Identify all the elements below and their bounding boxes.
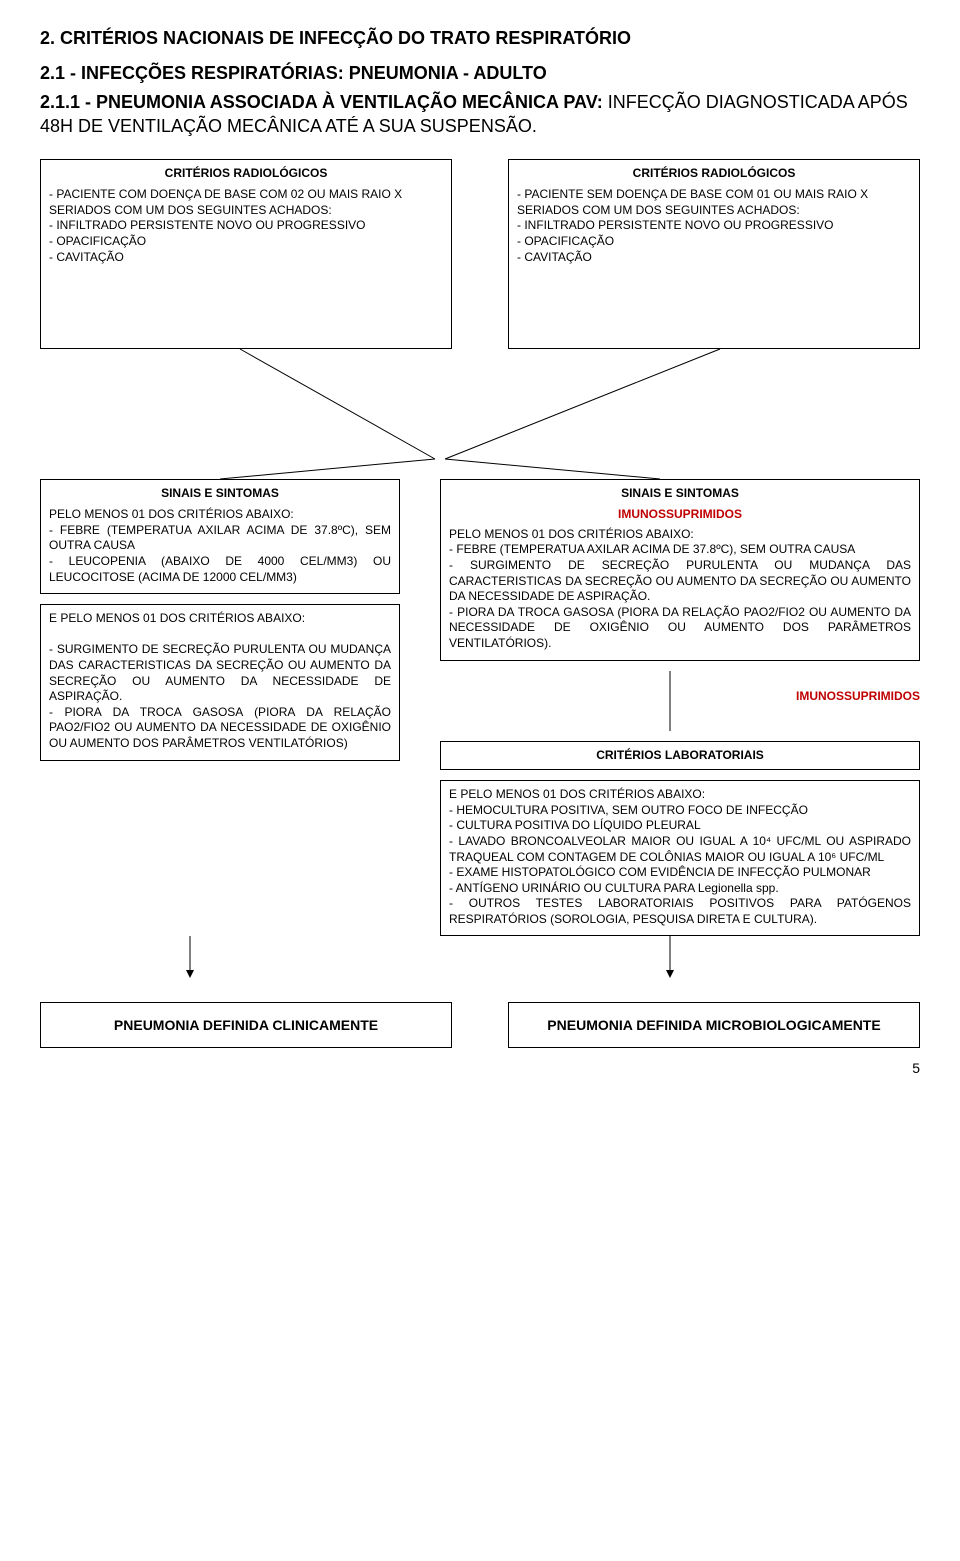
signs-row: SINAIS E SINTOMAS PELO MENOS 01 DOS CRIT… xyxy=(40,479,920,937)
connector-top xyxy=(40,329,920,479)
signs-left-title: SINAIS E SINTOMAS xyxy=(49,486,391,502)
radio-title-left: CRITÉRIOS RADIOLÓGICOS xyxy=(49,166,443,182)
heading-1: 2. CRITÉRIOS NACIONAIS DE INFECÇÃO DO TR… xyxy=(40,28,920,49)
signs-right-title: SINAIS E SINTOMAS xyxy=(449,486,911,502)
lab-box-title: CRITÉRIOS LABORATORIAIS xyxy=(440,741,920,771)
signs-left-body1: PELO MENOS 01 DOS CRITÉRIOS ABAIXO: - FE… xyxy=(49,507,391,585)
signs-right-sub: IMUNOSSUPRIMIDOS xyxy=(449,507,911,523)
radio-box-right: CRITÉRIOS RADIOLÓGICOS - PACIENTE SEM DO… xyxy=(508,159,920,349)
result-left: PNEUMONIA DEFINIDA CLINICAMENTE xyxy=(40,1002,452,1048)
radio-body-left: - PACIENTE COM DOENÇA DE BASE COM 02 OU … xyxy=(49,187,443,265)
signs-left-box2: E PELO MENOS 01 DOS CRITÉRIOS ABAIXO: - … xyxy=(40,604,400,760)
heading-2: 2.1 - INFECÇÕES RESPIRATÓRIAS: PNEUMONIA… xyxy=(40,63,920,84)
signs-right-box: SINAIS E SINTOMAS IMUNOSSUPRIMIDOS PELO … xyxy=(440,479,920,661)
result-right: PNEUMONIA DEFINIDA MICROBIOLOGICAMENTE xyxy=(508,1002,920,1048)
signs-left-body2: E PELO MENOS 01 DOS CRITÉRIOS ABAIXO: - … xyxy=(49,611,391,751)
page-number: 5 xyxy=(912,1060,920,1076)
connector-mid: IMUNOSSUPRIMIDOS xyxy=(440,671,920,731)
heading-3-bold: 2.1.1 - PNEUMONIA ASSOCIADA À VENTILAÇÃO… xyxy=(40,92,603,112)
signs-right-body: PELO MENOS 01 DOS CRITÉRIOS ABAIXO: - FE… xyxy=(449,527,911,652)
radio-box-left: CRITÉRIOS RADIOLÓGICOS - PACIENTE COM DO… xyxy=(40,159,452,349)
radio-title-right: CRITÉRIOS RADIOLÓGICOS xyxy=(517,166,911,182)
lab-body: E PELO MENOS 01 DOS CRITÉRIOS ABAIXO: - … xyxy=(449,787,911,927)
radiological-row: CRITÉRIOS RADIOLÓGICOS - PACIENTE COM DO… xyxy=(40,159,920,349)
radio-body-right: - PACIENTE SEM DOENÇA DE BASE COM 01 OU … xyxy=(517,187,911,265)
lab-box-body: E PELO MENOS 01 DOS CRITÉRIOS ABAIXO: - … xyxy=(440,780,920,936)
signs-left-box1: SINAIS E SINTOMAS PELO MENOS 01 DOS CRIT… xyxy=(40,479,400,595)
lab-title: CRITÉRIOS LABORATORIAIS xyxy=(596,748,764,762)
arrow-connectors xyxy=(40,936,920,982)
results-row: PNEUMONIA DEFINIDA CLINICAMENTE PNEUMONI… xyxy=(40,1002,920,1048)
heading-3: 2.1.1 - PNEUMONIA ASSOCIADA À VENTILAÇÃO… xyxy=(40,90,920,139)
